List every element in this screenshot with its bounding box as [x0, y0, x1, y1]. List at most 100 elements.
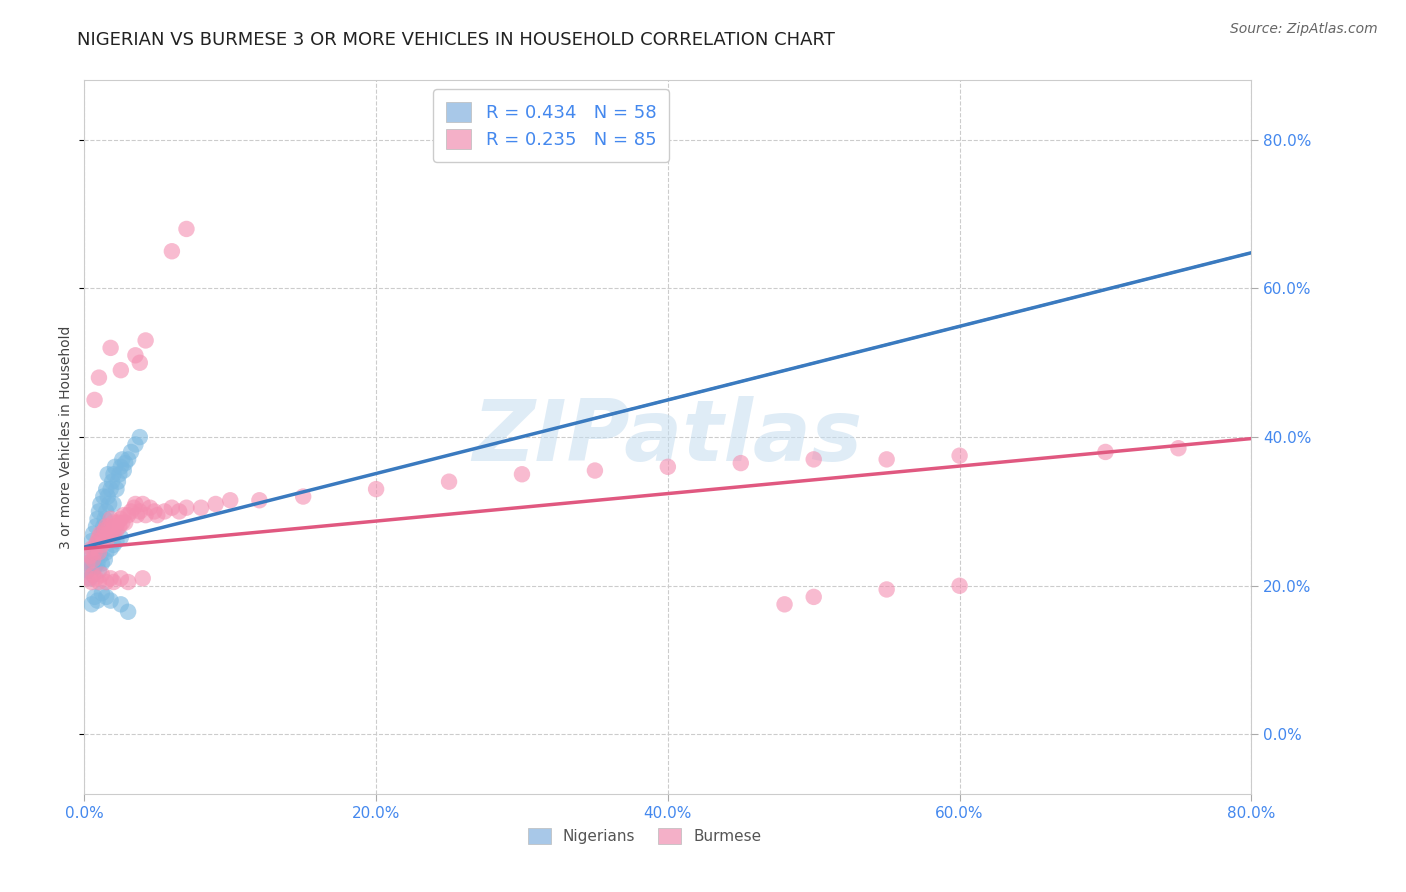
- Point: [132, 497, 155, 511]
- Point: [97, 490, 120, 504]
- Point: [90, 526, 112, 541]
- Point: [96, 482, 118, 496]
- Point: [87, 370, 110, 384]
- Point: [125, 508, 148, 523]
- Point: [87, 545, 110, 559]
- Point: [83, 590, 105, 604]
- Point: [108, 519, 131, 533]
- Point: [730, 456, 752, 470]
- Point: [120, 445, 142, 459]
- Point: [103, 538, 125, 552]
- Point: [94, 552, 117, 567]
- Point: [112, 508, 135, 523]
- Point: [76, 557, 98, 571]
- Point: [103, 574, 125, 589]
- Point: [90, 567, 112, 582]
- Point: [583, 464, 606, 478]
- Point: [773, 598, 796, 612]
- Point: [100, 571, 122, 585]
- Point: [949, 449, 972, 463]
- Text: Source: ZipAtlas.com: Source: ZipAtlas.com: [1230, 22, 1378, 37]
- Point: [1167, 442, 1189, 455]
- Point: [79, 549, 101, 563]
- Point: [94, 512, 117, 526]
- Point: [89, 549, 111, 563]
- Point: [100, 512, 122, 526]
- Point: [86, 593, 108, 607]
- Point: [101, 523, 124, 537]
- Point: [292, 490, 315, 504]
- Point: [160, 500, 183, 515]
- Point: [120, 504, 142, 518]
- Point: [84, 519, 107, 533]
- Point: [437, 475, 460, 489]
- Point: [135, 508, 157, 523]
- Point: [87, 534, 110, 549]
- Point: [90, 557, 112, 571]
- Point: [86, 534, 108, 549]
- Text: ZIPatlas: ZIPatlas: [472, 395, 863, 479]
- Point: [98, 497, 121, 511]
- Point: [1094, 445, 1116, 459]
- Point: [77, 571, 100, 585]
- Point: [124, 437, 146, 451]
- Point: [803, 452, 825, 467]
- Point: [139, 500, 162, 515]
- Point: [82, 552, 104, 567]
- Point: [108, 467, 131, 482]
- Point: [107, 516, 129, 530]
- Point: [100, 593, 122, 607]
- Point: [80, 598, 103, 612]
- Point: [94, 523, 117, 537]
- Point: [104, 459, 127, 474]
- Point: [876, 582, 898, 597]
- Point: [135, 334, 157, 348]
- Point: [87, 504, 110, 518]
- Point: [80, 574, 103, 589]
- Point: [510, 467, 533, 482]
- Point: [110, 530, 132, 544]
- Point: [117, 574, 139, 589]
- Point: [96, 504, 118, 518]
- Point: [77, 564, 100, 578]
- Point: [128, 504, 150, 518]
- Point: [90, 586, 112, 600]
- Point: [105, 523, 128, 537]
- Point: [80, 557, 103, 571]
- Point: [110, 459, 132, 474]
- Point: [111, 516, 134, 530]
- Point: [366, 482, 388, 496]
- Legend: Nigerians, Burmese: Nigerians, Burmese: [522, 822, 768, 850]
- Point: [110, 571, 132, 585]
- Point: [101, 475, 124, 489]
- Point: [97, 467, 120, 482]
- Point: [153, 504, 176, 518]
- Point: [98, 519, 121, 533]
- Point: [96, 534, 118, 549]
- Point: [79, 549, 101, 563]
- Point: [803, 590, 825, 604]
- Point: [204, 497, 226, 511]
- Point: [114, 516, 136, 530]
- Point: [86, 557, 108, 571]
- Point: [83, 541, 105, 556]
- Point: [84, 538, 107, 552]
- Point: [124, 348, 146, 362]
- Point: [128, 356, 150, 370]
- Point: [160, 244, 183, 259]
- Point: [110, 512, 132, 526]
- Y-axis label: 3 or more Vehicles in Household: 3 or more Vehicles in Household: [59, 326, 73, 549]
- Point: [82, 567, 104, 582]
- Point: [104, 519, 127, 533]
- Point: [83, 545, 105, 559]
- Point: [100, 526, 122, 541]
- Point: [657, 459, 679, 474]
- Point: [80, 534, 103, 549]
- Point: [96, 545, 118, 559]
- Point: [84, 549, 107, 563]
- Point: [100, 341, 122, 355]
- Point: [90, 538, 112, 552]
- Point: [117, 452, 139, 467]
- Point: [83, 392, 105, 407]
- Point: [103, 467, 125, 482]
